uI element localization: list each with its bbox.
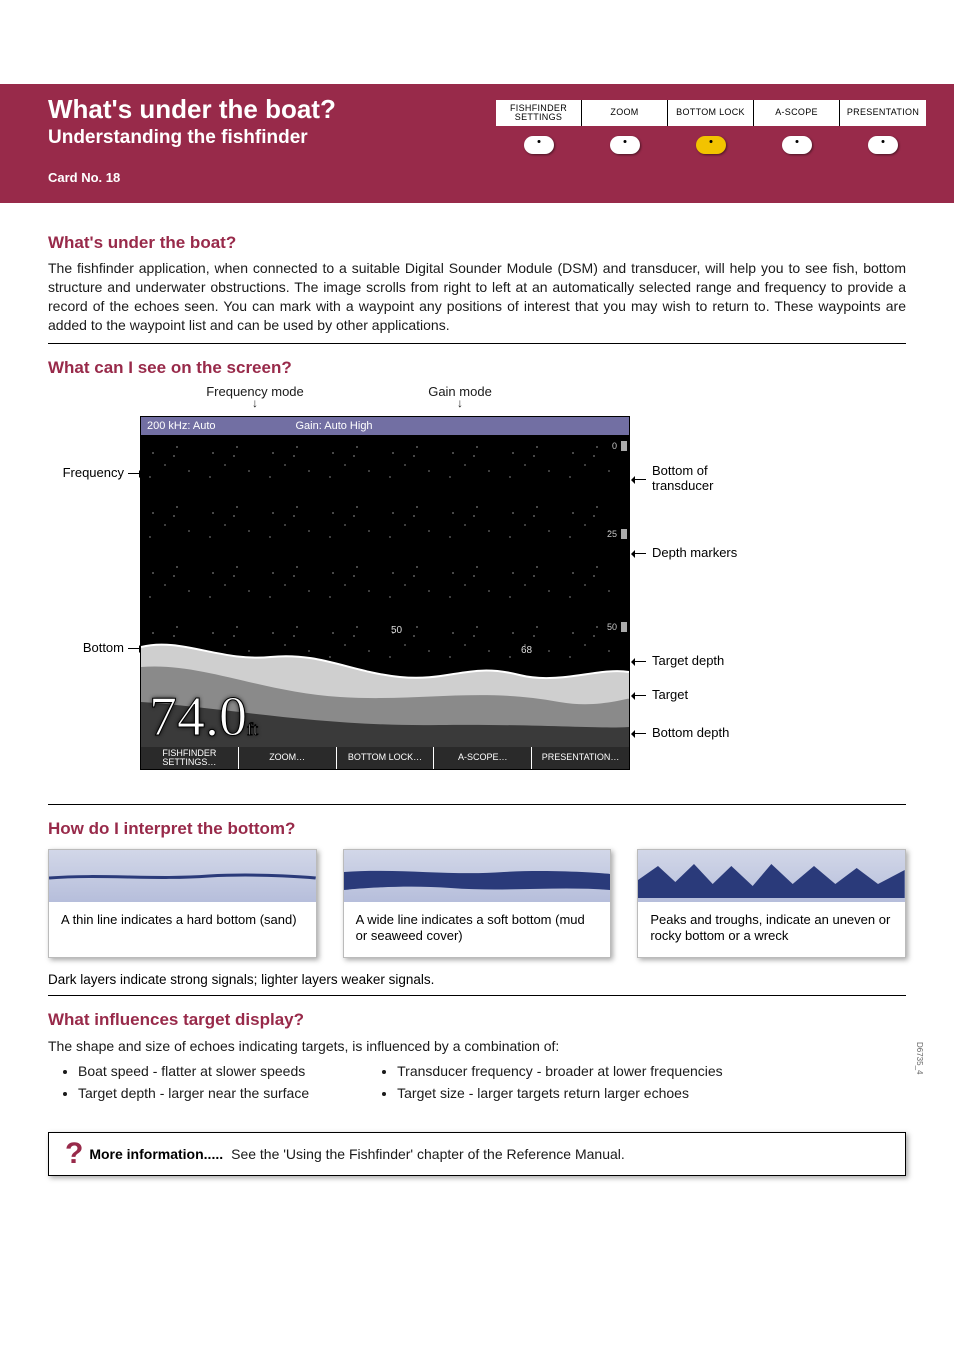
softkey-label[interactable]: A-SCOPE: [754, 100, 840, 126]
cards-note: Dark layers indicate strong signals; lig…: [48, 972, 906, 987]
softkey-button[interactable]: [524, 136, 554, 154]
arrow-down-icon: ↓: [457, 399, 463, 409]
section-heading: How do I interpret the bottom?: [48, 819, 906, 839]
card-text: Peaks and troughs, indicate an uneven or…: [638, 902, 905, 947]
influence-list-left: Boat speed - flatter at slower speeds Ta…: [60, 1060, 309, 1105]
target-depth-label: 68: [521, 645, 532, 656]
softkey-label[interactable]: PRESENTATION: [840, 100, 926, 126]
info-lead: More information.....: [89, 1146, 223, 1162]
annotation-text: Bottom depth: [652, 726, 742, 741]
arrow-left-icon: [632, 733, 646, 734]
annotation: Bottom of transducer: [628, 464, 742, 494]
influence-list-right: Transducer frequency - broader at lower …: [379, 1060, 723, 1105]
softkey: PRESENTATION: [840, 100, 926, 154]
arrow-left-icon: [632, 479, 646, 480]
more-info-box: ? More information..... See the 'Using t…: [48, 1132, 906, 1176]
top-label: Gain mode ↓: [350, 384, 570, 409]
screen-key[interactable]: BOTTOM LOCK…: [337, 747, 435, 769]
annotation: Target: [628, 688, 688, 703]
sonar-display: 0 25 50 50: [141, 435, 629, 747]
softkey-button[interactable]: [696, 136, 726, 154]
card-graphic-rocky: [638, 850, 905, 902]
content: What's under the boat? The fishfinder ap…: [0, 203, 954, 1200]
annotation-text: Depth markers: [652, 546, 742, 561]
softkey-bar: FISHFINDERSETTINGS ZOOM BOTTOM LOCK A-SC…: [496, 100, 926, 154]
intro-paragraph: The fishfinder application, when connect…: [48, 259, 906, 335]
header-subtitle: Understanding the fishfinder: [48, 127, 476, 150]
gain-status: Gain: Auto High: [296, 420, 373, 432]
annotation: Bottom: [83, 641, 142, 656]
annotation-text: Target: [652, 688, 688, 703]
arrow-left-icon: [632, 553, 646, 554]
screen-softkeys: FISHFINDERSETTINGS… ZOOM… BOTTOM LOCK… A…: [141, 747, 629, 769]
softkey: BOTTOM LOCK: [668, 100, 754, 154]
document-code: D6735_4: [915, 1042, 924, 1074]
card-number: Card No. 18: [48, 170, 926, 185]
depth-value: 74.0: [149, 686, 247, 748]
softkey-button[interactable]: [610, 136, 640, 154]
page: What's under the boat? Understanding the…: [0, 0, 954, 1200]
screen-key[interactable]: A-SCOPE…: [434, 747, 532, 769]
screen-key[interactable]: FISHFINDERSETTINGS…: [141, 747, 239, 769]
arrow-left-icon: [632, 661, 646, 662]
section-heading: What influences target display?: [48, 1010, 906, 1030]
list-item: Transducer frequency - broader at lower …: [397, 1060, 723, 1082]
card-text: A wide line indicates a soft bottom (mud…: [344, 902, 611, 947]
card-graphic-thin: [49, 850, 316, 902]
annotation-text: Bottom: [83, 641, 124, 656]
annotation-text: Frequency: [63, 466, 124, 481]
annotation: Target depth: [628, 654, 742, 669]
softkey-label[interactable]: ZOOM: [582, 100, 668, 126]
top-label: Frequency mode ↓: [160, 384, 350, 409]
screen-figure: Frequency mode ↓ Gain mode ↓ Frequency B: [48, 384, 906, 797]
bottom-card: A wide line indicates a soft bottom (mud…: [343, 849, 612, 958]
card-text: A thin line indicates a hard bottom (san…: [49, 902, 316, 930]
section-heading: What's under the boat?: [48, 233, 906, 253]
depth-readout: 74.0ft: [149, 689, 258, 745]
softkey: ZOOM: [582, 100, 668, 154]
bottom-card: Peaks and troughs, indicate an uneven or…: [637, 849, 906, 958]
status-bar: 200 kHz: Auto Gain: Auto High: [141, 417, 629, 435]
depth-tick: 25: [607, 529, 627, 539]
softkey-label[interactable]: FISHFINDERSETTINGS: [496, 100, 582, 126]
left-annotations: Frequency Bottom: [48, 416, 140, 796]
list-item: Boat speed - flatter at slower speeds: [78, 1060, 309, 1082]
info-text: See the 'Using the Fishfinder' chapter o…: [231, 1146, 625, 1162]
depth-unit: ft: [247, 719, 258, 739]
influence-lists: Boat speed - flatter at slower speeds Ta…: [60, 1060, 906, 1105]
softkey-button[interactable]: [782, 136, 812, 154]
bottom-cards: A thin line indicates a hard bottom (san…: [48, 849, 906, 958]
list-item: Target size - larger targets return larg…: [397, 1082, 723, 1104]
screen-key[interactable]: PRESENTATION…: [532, 747, 629, 769]
right-annotations: Bottom of transducer Depth markers Targe…: [630, 416, 740, 796]
card-graphic-wide: [344, 850, 611, 902]
divider: [48, 343, 906, 344]
annotation-text: Target depth: [652, 654, 742, 669]
annotation: Bottom depth: [628, 726, 742, 741]
arrow-left-icon: [632, 695, 646, 696]
section-heading: What can I see on the screen?: [48, 358, 906, 378]
top-margin: [0, 0, 954, 84]
softkey: FISHFINDERSETTINGS: [496, 100, 582, 154]
softkey: A-SCOPE: [754, 100, 840, 154]
depth-tick: 0: [612, 441, 627, 451]
divider: [48, 804, 906, 805]
fishfinder-screen: 200 kHz: Auto Gain: Auto High 0 25 50: [140, 416, 630, 770]
softkey-button[interactable]: [868, 136, 898, 154]
card-header: What's under the boat? Understanding the…: [0, 84, 954, 203]
frequency-status: 200 kHz: Auto: [147, 420, 216, 432]
annotation: Frequency: [63, 466, 142, 481]
divider: [48, 995, 906, 996]
header-title: What's under the boat?: [48, 94, 476, 125]
list-item: Target depth - larger near the surface: [78, 1082, 309, 1104]
influence-intro: The shape and size of echoes indicating …: [48, 1038, 906, 1054]
screen-key[interactable]: ZOOM…: [239, 747, 337, 769]
target-depth-mid: 50: [391, 625, 402, 636]
annotation-text: Bottom of transducer: [652, 464, 742, 494]
arrow-down-icon: ↓: [252, 399, 258, 409]
question-icon: ?: [65, 1145, 83, 1163]
softkey-label[interactable]: BOTTOM LOCK: [668, 100, 754, 126]
bottom-card: A thin line indicates a hard bottom (san…: [48, 849, 317, 958]
annotation: Depth markers: [628, 546, 742, 561]
